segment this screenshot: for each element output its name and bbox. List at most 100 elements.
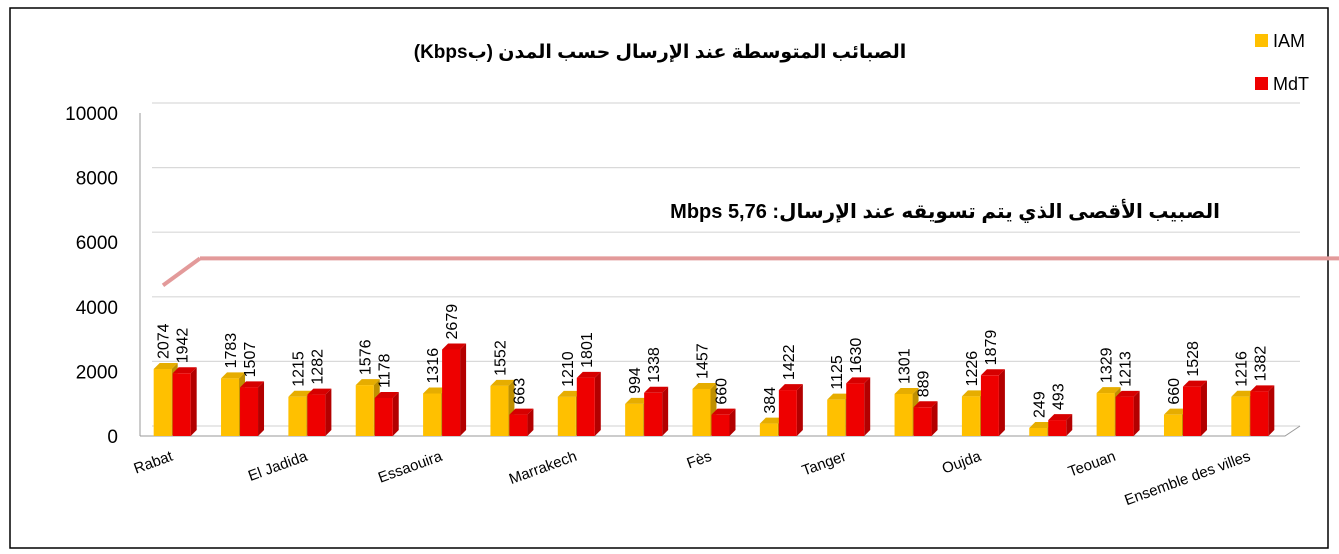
bar <box>221 378 240 436</box>
bar <box>490 385 509 436</box>
bar-top <box>778 384 803 391</box>
value-label: 1528 <box>1185 341 1202 377</box>
bar-top <box>1182 380 1207 387</box>
value-label: 1576 <box>358 339 375 375</box>
bar <box>1163 414 1182 436</box>
value-label: 493 <box>1050 383 1067 410</box>
value-label: 1630 <box>848 338 865 374</box>
bar-top <box>1096 387 1121 394</box>
bar-top <box>442 343 467 350</box>
bar <box>509 414 528 436</box>
value-label: 1215 <box>290 351 307 387</box>
bar-side <box>258 381 265 436</box>
chart-border <box>9 7 1329 549</box>
bar <box>1048 420 1067 436</box>
bar-top <box>1231 390 1256 397</box>
value-label: 1879 <box>983 330 1000 366</box>
bar-top <box>980 369 1005 376</box>
bar-side <box>998 369 1005 436</box>
value-label: 1783 <box>223 333 240 369</box>
bar-side <box>796 384 803 436</box>
bar <box>644 392 663 436</box>
bar <box>692 388 711 436</box>
legend-swatch <box>1255 77 1268 90</box>
value-label: 1552 <box>492 340 509 376</box>
bar-top <box>288 390 313 397</box>
bar-top <box>221 372 246 379</box>
bar-top <box>711 408 736 415</box>
y-tick-label: 8000 <box>76 169 118 190</box>
bar-top <box>172 367 197 374</box>
value-label: 384 <box>762 387 779 414</box>
bar-side <box>729 408 736 436</box>
bar-side <box>594 371 601 436</box>
bar-top <box>692 382 717 389</box>
bar-side <box>190 367 197 436</box>
value-label: 1226 <box>964 351 981 387</box>
bar <box>288 396 307 436</box>
bar-top <box>1163 408 1188 415</box>
bar <box>759 423 778 436</box>
bar <box>172 373 191 436</box>
bar-side <box>460 343 467 436</box>
bar-side <box>1268 385 1275 436</box>
bar-top <box>759 417 784 424</box>
bar <box>846 383 865 436</box>
bar <box>374 397 393 436</box>
bar <box>442 349 461 436</box>
bar-side <box>864 377 871 436</box>
bar-top <box>576 371 601 378</box>
bar-top <box>355 379 380 386</box>
bar-top <box>240 381 265 388</box>
value-label: 1942 <box>175 328 192 364</box>
bar <box>557 396 576 436</box>
bar-top <box>894 387 919 394</box>
y-tick-label: 2000 <box>76 362 118 383</box>
annotation: الصبيب الأقصى الذي يتم تسويقه عند الإرسا… <box>670 198 1220 224</box>
bar-top <box>509 408 534 415</box>
bar <box>827 399 846 436</box>
bar-top <box>1048 414 1073 421</box>
value-label: 1316 <box>425 348 442 384</box>
bar-top <box>307 388 332 395</box>
bar-side <box>931 401 938 436</box>
y-tick-label: 6000 <box>76 233 118 254</box>
value-label: 1301 <box>897 348 914 384</box>
bar <box>913 407 932 436</box>
chart-title: الصبائب المتوسطة عند الإرسال حسب المدن (… <box>414 42 907 63</box>
value-label: 663 <box>511 378 528 405</box>
bar-top <box>490 379 515 386</box>
value-label: 1178 <box>377 353 394 388</box>
bar <box>1115 396 1134 436</box>
value-label: 1422 <box>781 344 798 380</box>
bar-side <box>1133 390 1140 436</box>
value-label: 1213 <box>1118 351 1135 387</box>
y-tick-label: 0 <box>107 427 118 448</box>
value-label: 1210 <box>560 351 577 387</box>
value-label: 1801 <box>579 332 596 368</box>
value-label: 1216 <box>1233 351 1250 387</box>
bar <box>576 377 595 436</box>
bar-top <box>1029 421 1054 428</box>
bar <box>980 375 999 436</box>
value-label: 1282 <box>309 349 326 385</box>
bar <box>1231 396 1250 436</box>
bar <box>778 390 797 436</box>
bar-side <box>325 388 332 436</box>
bar-top <box>1250 385 1275 392</box>
bar-top <box>913 401 938 408</box>
value-label: 1125 <box>829 355 846 390</box>
bar-side <box>662 386 669 436</box>
bar-top <box>374 391 399 398</box>
y-tick-label: 4000 <box>76 298 118 319</box>
value-label: 1457 <box>695 343 712 379</box>
bar <box>307 394 326 436</box>
bar-top <box>423 387 448 394</box>
bar <box>1182 386 1201 436</box>
bar-top <box>961 390 986 397</box>
bar <box>355 385 374 436</box>
bar <box>625 403 644 436</box>
bar <box>894 393 913 436</box>
bar <box>153 369 172 436</box>
